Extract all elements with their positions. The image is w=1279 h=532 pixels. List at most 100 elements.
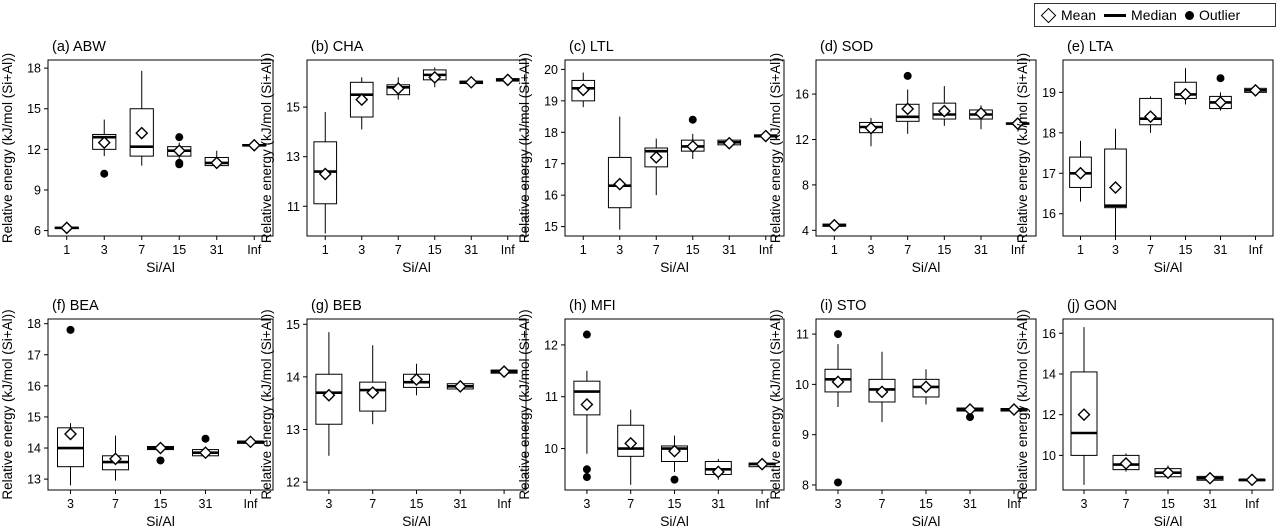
x-tick-label: 1 [580,243,587,257]
box-3 [315,332,343,456]
box-3 [824,330,852,487]
mean-diamond [974,106,988,120]
y-axis-label: Relative energy (kJ/mol (Si+Al)) [0,309,15,499]
outlier-point [903,71,912,80]
y-tick-label: 18 [27,62,41,76]
mean-diamond [580,398,594,411]
box-Inf [1244,83,1267,97]
panel-a-abw: (a) ABW 6 9 12 15 18 1 3 7 15 31 Inf Si/Al Relative e… [0,39,274,275]
y-tick-label: 16 [544,189,558,203]
x-tick-label: 3 [616,243,623,257]
y-tick-label: 6 [34,224,41,238]
panel-title: (b) CHA [311,39,364,55]
x-tick-label: 3 [67,497,74,511]
x-tick-label: 31 [210,243,224,257]
outlier-point [100,169,109,178]
box-1 [571,72,596,108]
outlier-point [66,325,75,334]
mean-diamond [464,75,478,89]
legend-label-median: Median [1131,7,1177,23]
mean-diamond [624,436,638,450]
y-tick-label: 16 [27,379,41,393]
panel-d-sod: (d) SOD 4 8 12 16 1 3 7 15 31 Inf Si/Al Relative ene… [768,39,1037,275]
mean-diamond [668,444,681,458]
box-Inf [495,73,520,87]
mean-diamond [1179,87,1192,101]
panel-j-gon: (j) GON 10 12 14 16 3 7 15 31 Inf Si/Al Relative en… [1015,298,1274,529]
mean-diamond [497,365,511,379]
x-tick-label: 7 [395,243,402,257]
box-31 [192,434,219,460]
mean-diamond [649,150,663,164]
y-tick-label: 14 [1042,367,1056,381]
box-31 [1209,74,1232,111]
plot-frame [306,59,527,237]
panel-title: (c) LTL [569,39,614,55]
box-Inf [753,129,778,143]
panel-title: (f) BEA [52,298,99,314]
x-axis-label: Si/Al [660,513,689,529]
box-15 [422,67,447,88]
x-tick-label: Inf [497,497,511,511]
x-tick-label: 31 [464,243,478,257]
x-tick-label: 7 [627,497,634,511]
mean-diamond [919,380,933,394]
box-7 [102,435,129,481]
mean-diamond [937,104,951,118]
box-7 [868,351,896,423]
mean-diamond [109,452,122,466]
y-axis-label: Relative energy (kJ/mol (Si+Al)) [259,309,274,499]
panel-g-beb: (g) BEB 12 13 14 15 3 7 15 31 Inf Si/Al Relative en… [259,298,527,529]
box-3 [859,117,883,147]
plot-frame [1062,59,1274,237]
mean-diamond [1109,180,1122,194]
y-tick-label: 15 [27,410,41,424]
legend-item-median: Median [1104,7,1177,23]
legend-item-mean: Mean [1040,7,1096,23]
box-31 [459,75,484,89]
y-axis-label: Relative energy (kJ/mol (Si+Al)) [259,53,274,243]
y-tick-label: 19 [1042,86,1056,100]
x-tick-label: 7 [112,497,119,511]
y-tick-label: 12 [1042,408,1056,422]
panel-title: (j) GON [1067,298,1117,314]
x-axis-label: Si/Al [146,513,175,529]
box-iqr [315,373,343,425]
x-tick-label: 7 [369,497,376,511]
plot-frame [815,59,1037,237]
box-iqr [1070,371,1098,456]
x-tick-label: Inf [1245,497,1259,511]
x-tick-label: 15 [428,243,442,257]
plot-frame [564,59,785,237]
y-tick-label: 17 [1042,167,1056,181]
mean-diamond [827,218,841,232]
box-7 [617,409,645,485]
y-tick-label: 13 [286,423,300,437]
mean-diamond [97,136,111,150]
outlier-point [670,475,679,484]
x-axis-label: Si/Al [660,259,689,275]
y-tick-label: 17 [27,348,41,362]
y-tick-label: 20 [544,63,558,77]
box-3 [57,325,84,486]
x-tick-label: 7 [653,243,660,257]
box-15 [912,369,940,405]
box-31 [204,150,229,170]
panel-f-bea: (f) BEA 13 14 15 16 17 18 3 7 15 31 Inf Si/Al Relativ… [0,298,274,529]
outlier-point [582,330,591,339]
y-axis-label: Relative energy (kJ/mol (Si+Al)) [768,309,783,499]
box-1 [1069,140,1092,202]
x-axis-label: Si/Al [1154,259,1183,275]
mean-diamond [501,73,515,87]
x-tick-label: 3 [1081,497,1088,511]
outlier-point [582,473,591,482]
box-Inf [1238,473,1266,487]
panel-title: (i) STO [820,298,866,314]
y-tick-label: 15 [544,220,558,234]
x-tick-label: Inf [1011,243,1025,257]
box-Inf [490,365,518,379]
box-15 [403,363,430,396]
x-tick-label: 15 [172,243,186,257]
